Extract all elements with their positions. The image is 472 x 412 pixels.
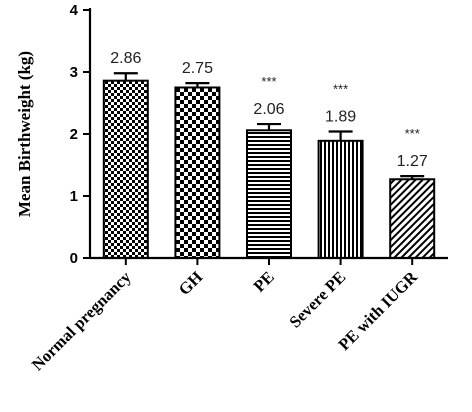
x-tick-label: Severe PE: [285, 267, 349, 331]
x-tick-label: Normal pregnancy: [28, 267, 135, 374]
y-ticks-group: 0 1 2 3 4: [70, 2, 90, 267]
y-tick-label: 1: [70, 188, 78, 205]
y-tick-label: 4: [70, 2, 79, 19]
y-tick-label: 0: [70, 250, 78, 267]
value-label: 2.86: [110, 50, 141, 67]
x-tick-label: PE: [249, 267, 277, 295]
value-label: 2.75: [182, 60, 213, 77]
x-tick-label: GH: [175, 267, 207, 299]
significance-label: ***: [333, 82, 348, 97]
value-label: 1.89: [325, 109, 356, 126]
value-label: 2.06: [253, 101, 284, 118]
bar: [318, 140, 363, 258]
labels-group: 2.86 2.75 2.06 *** 1.89 *** 1.27 ***: [110, 50, 428, 170]
significance-label: ***: [405, 126, 420, 141]
error-bars-group: [113, 72, 425, 180]
y-tick-label: 3: [70, 64, 78, 81]
significance-label: ***: [261, 74, 276, 89]
bar: [103, 80, 148, 259]
bar: [247, 130, 291, 258]
y-axis-label: Mean Birthweight (kg): [15, 51, 34, 217]
y-tick-label: 2: [70, 126, 78, 143]
value-label: 1.27: [397, 153, 428, 170]
bar: [390, 179, 435, 258]
bar: [175, 87, 220, 258]
